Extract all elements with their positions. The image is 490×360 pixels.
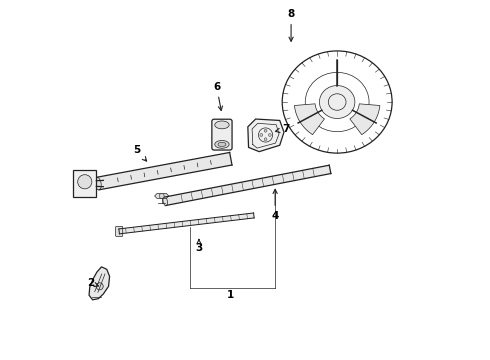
Ellipse shape xyxy=(215,140,229,148)
Text: 1: 1 xyxy=(227,290,234,300)
Circle shape xyxy=(264,129,267,132)
Text: 5: 5 xyxy=(133,145,147,161)
Text: 4: 4 xyxy=(271,189,279,221)
Text: 8: 8 xyxy=(288,9,294,41)
Text: 3: 3 xyxy=(196,239,202,253)
Circle shape xyxy=(269,134,271,136)
Circle shape xyxy=(264,138,267,141)
Bar xyxy=(74,170,97,197)
Ellipse shape xyxy=(95,177,101,190)
Polygon shape xyxy=(248,119,284,152)
Ellipse shape xyxy=(319,86,355,118)
Circle shape xyxy=(78,175,92,189)
Polygon shape xyxy=(89,267,110,300)
Polygon shape xyxy=(294,104,324,135)
Circle shape xyxy=(96,283,103,290)
Ellipse shape xyxy=(163,197,168,206)
FancyBboxPatch shape xyxy=(116,226,122,237)
Polygon shape xyxy=(165,165,331,206)
Circle shape xyxy=(260,134,263,136)
Polygon shape xyxy=(119,213,254,234)
Text: 7: 7 xyxy=(275,124,290,134)
FancyBboxPatch shape xyxy=(212,119,232,150)
Ellipse shape xyxy=(218,142,226,147)
Text: 2: 2 xyxy=(87,278,98,288)
Text: 6: 6 xyxy=(213,82,222,111)
Polygon shape xyxy=(97,153,232,190)
Polygon shape xyxy=(155,193,169,198)
Circle shape xyxy=(159,193,164,198)
Ellipse shape xyxy=(215,121,229,129)
Polygon shape xyxy=(350,104,380,135)
